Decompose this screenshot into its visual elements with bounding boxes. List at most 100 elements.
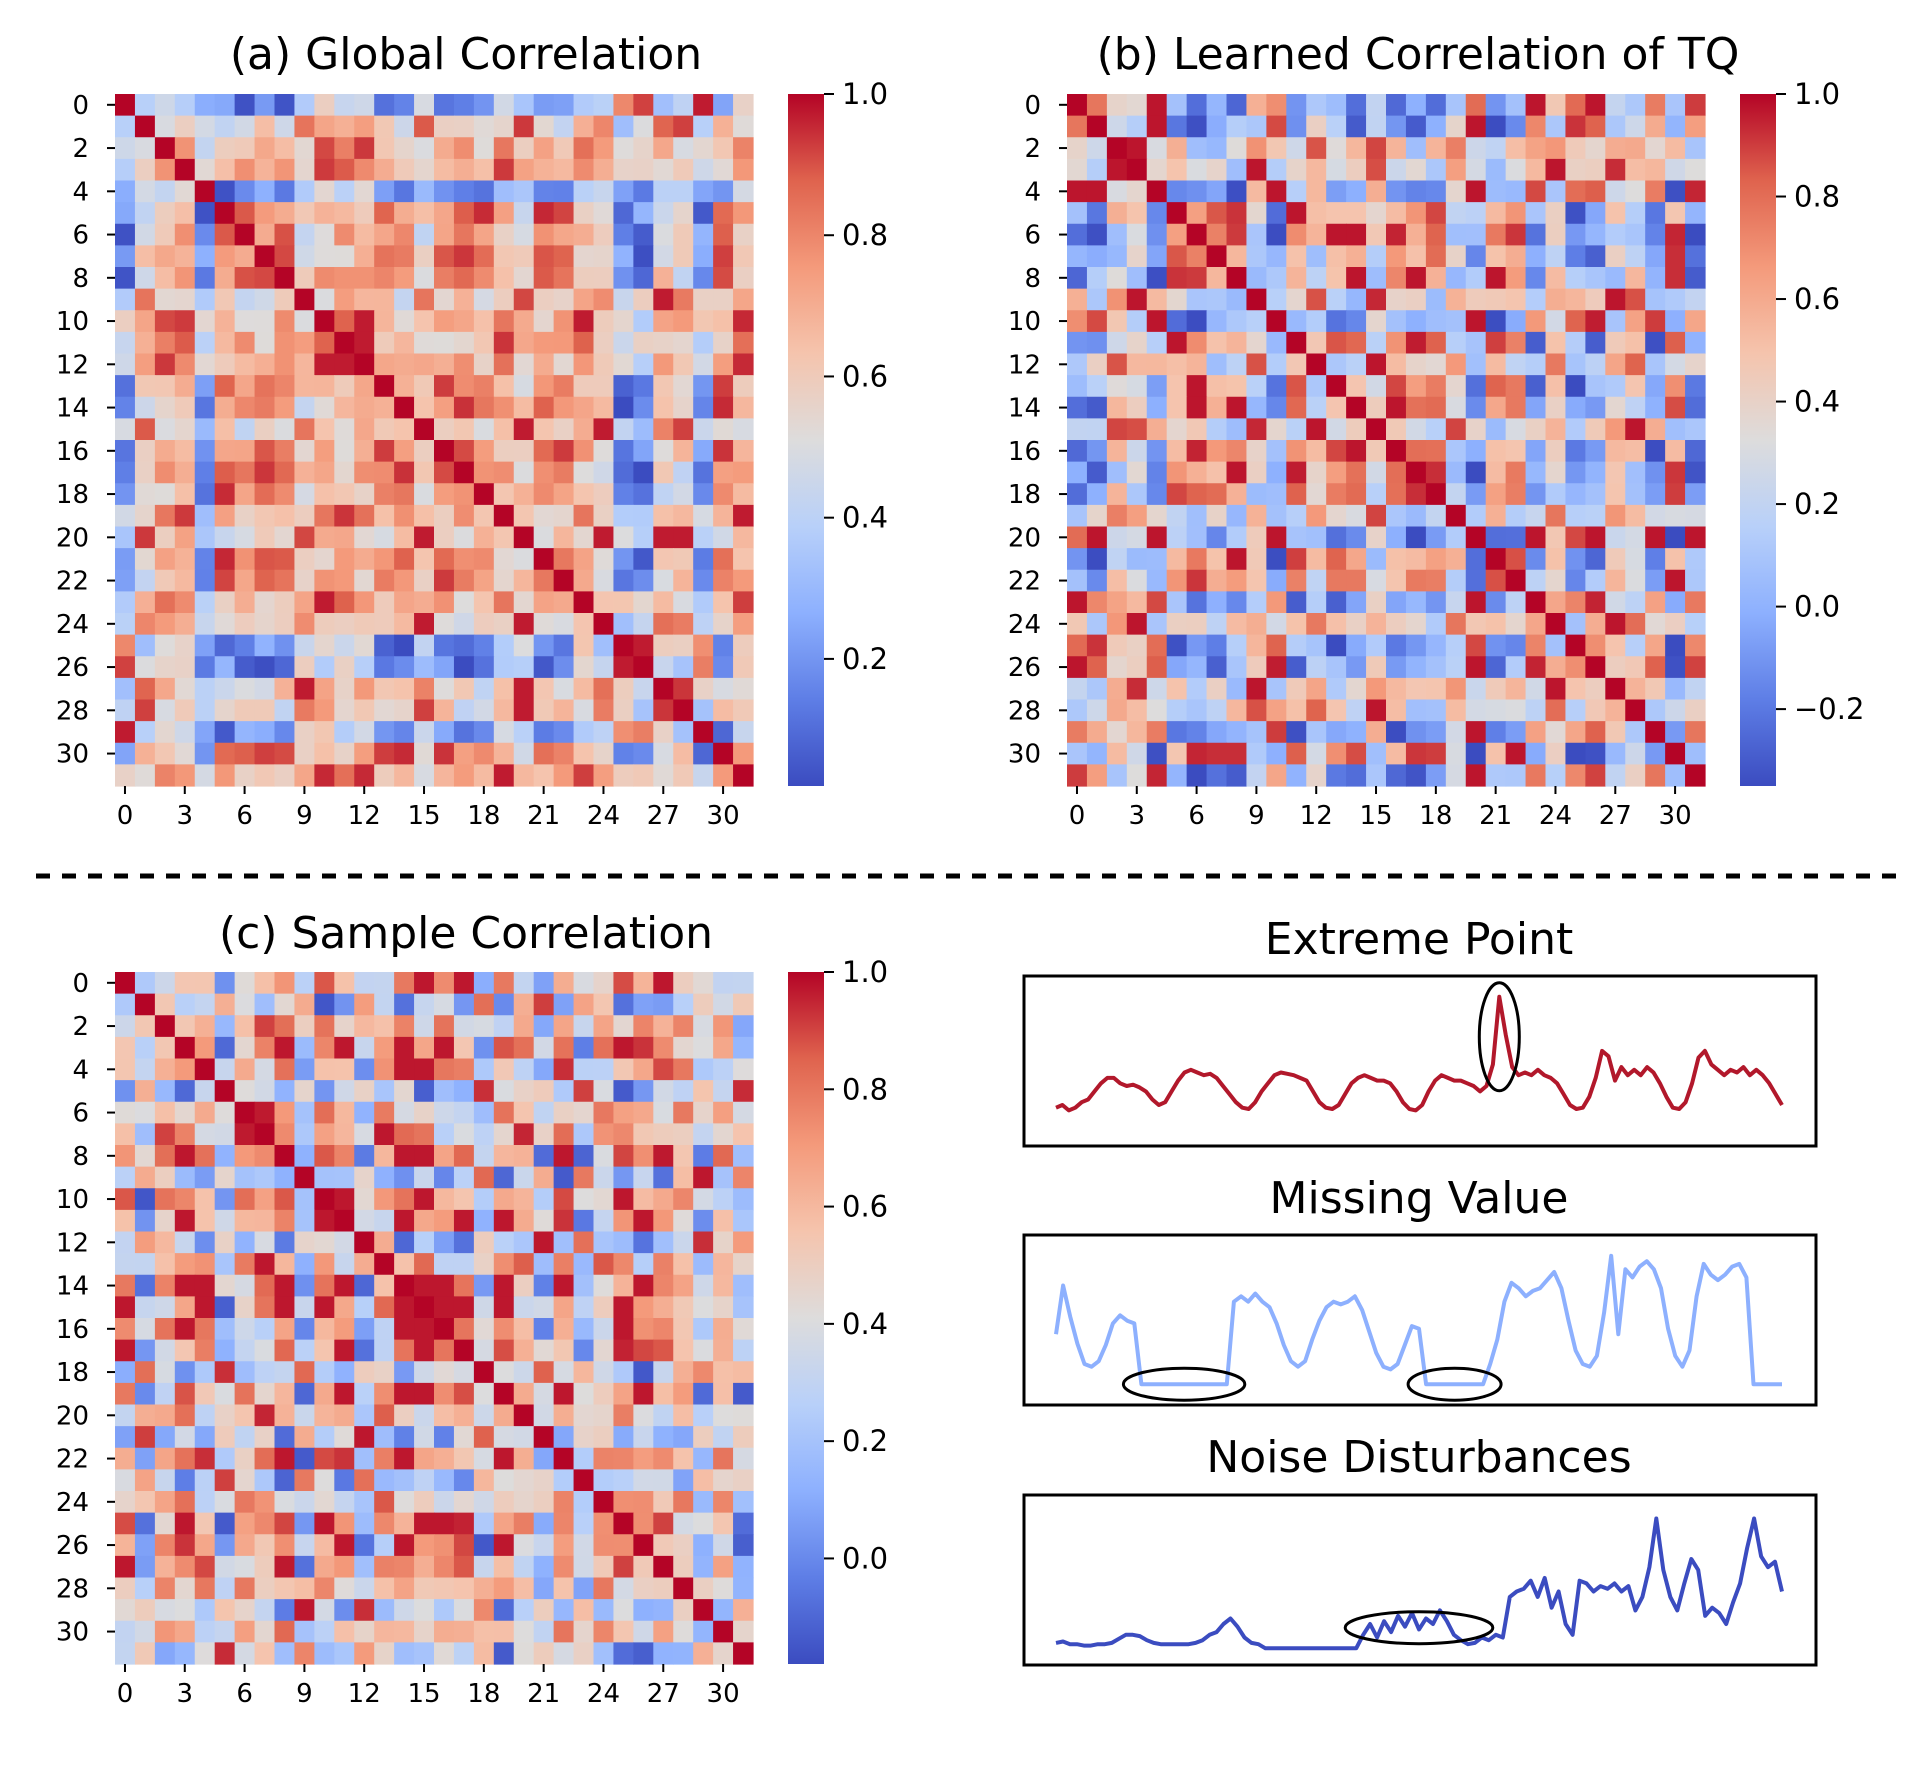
heatmap-cell [673, 375, 694, 398]
heatmap-cell [633, 1491, 654, 1514]
heatmap-cell [673, 1491, 694, 1514]
heatmap-cell [294, 375, 315, 398]
heatmap-cell [1346, 656, 1367, 679]
heatmap-cell [234, 483, 256, 506]
heatmap-cell [1386, 353, 1407, 376]
heatmap-cell [1405, 440, 1427, 463]
heatmap-cell [1206, 721, 1228, 744]
heatmap-cell [1166, 353, 1188, 376]
heatmap-cell [294, 613, 315, 636]
heatmap-cell [1346, 180, 1367, 203]
heatmap-cell [453, 677, 475, 701]
heatmap-cell [294, 504, 315, 528]
heatmap-cell [1425, 461, 1447, 484]
heatmap-cell [274, 742, 296, 765]
heatmap-cell [374, 1577, 395, 1600]
heatmap-cell [214, 1123, 236, 1146]
heatmap-cell [194, 396, 216, 419]
heatmap-cell [414, 504, 435, 528]
heatmap-cell [653, 1253, 674, 1276]
heatmap-cell [374, 1036, 395, 1060]
heatmap-cell [673, 634, 694, 657]
heatmap-cell [154, 158, 176, 182]
heatmap-cell [294, 1274, 315, 1297]
heatmap-cell [374, 158, 395, 182]
heatmap-cell [673, 993, 694, 1016]
heatmap-cell [1465, 440, 1487, 463]
heatmap-cell [254, 245, 276, 268]
heatmap-cell [593, 613, 615, 636]
heatmap-cell [1086, 569, 1108, 592]
heatmap-cell [314, 569, 335, 592]
heatmap-cell [533, 158, 555, 182]
heatmap-cell [693, 1145, 714, 1168]
heatmap-cell [513, 1145, 535, 1168]
heatmap-cell [1246, 310, 1267, 333]
heatmap-cell [553, 1577, 575, 1600]
heatmap-cell [1266, 613, 1287, 636]
heatmap-cell [533, 1620, 555, 1643]
heatmap-cell [573, 310, 595, 333]
heatmap-cell [174, 634, 196, 657]
heatmap-cell [334, 158, 355, 182]
heatmap-cell [1166, 461, 1188, 484]
heatmap-cell [334, 1123, 355, 1146]
y-tick-label: 0 [72, 969, 89, 999]
heatmap-cell [1445, 202, 1467, 225]
heatmap-cell [693, 1382, 714, 1406]
heatmap-cell [1405, 353, 1427, 376]
heatmap-cell [573, 504, 595, 528]
heatmap-cell [513, 1231, 535, 1254]
heatmap-cell [414, 972, 435, 995]
heatmap-cell [1106, 677, 1128, 701]
heatmap-cell [294, 1253, 315, 1276]
heatmap-cell [573, 1404, 595, 1427]
heatmap-cell [493, 375, 515, 398]
heatmap-cell [194, 1620, 216, 1643]
heatmap-cell [533, 310, 555, 333]
heatmap-cell [513, 1101, 535, 1124]
heatmap-cell [553, 1642, 575, 1665]
heatmap-cell [1685, 569, 1706, 592]
heatmap-cell [334, 634, 355, 657]
x-tick-label: 18 [467, 1679, 500, 1709]
heatmap-cell [294, 1447, 315, 1470]
heatmap-cell [234, 1469, 256, 1492]
heatmap-cell [1386, 223, 1407, 246]
heatmap-cell [513, 115, 535, 138]
heatmap-cell [394, 1036, 415, 1060]
heatmap-cell [1126, 461, 1148, 484]
y-tick-label: 6 [1024, 221, 1041, 251]
heatmap-cell [1366, 548, 1387, 571]
heatmap-cell [613, 742, 634, 765]
heatmap-cell [274, 331, 296, 355]
heatmap-cell [633, 202, 654, 225]
heatmap-cell [733, 440, 754, 463]
heatmap-cell [673, 613, 694, 636]
heatmap-cell [334, 1058, 355, 1081]
heatmap-cell [134, 721, 156, 744]
heatmap-cell [1186, 699, 1208, 722]
heatmap-cell [1545, 353, 1567, 376]
heatmap-cell [1505, 223, 1527, 246]
heatmap-cell [1226, 137, 1248, 160]
heatmap-cell [453, 1642, 475, 1665]
heatmap-cell [1106, 267, 1128, 290]
heatmap-cell [1246, 223, 1267, 246]
heatmap-cell [1246, 158, 1267, 182]
heatmap-cell [294, 634, 315, 657]
heatmap-cell [1086, 245, 1108, 268]
heatmap-cell [1306, 375, 1327, 398]
heatmap-cell [1685, 591, 1706, 614]
heatmap-cell [1645, 677, 1666, 701]
heatmap-cell [553, 1058, 575, 1081]
heatmap-cell [214, 1512, 236, 1535]
heatmap-cell [1306, 137, 1327, 160]
heatmap-cell [1525, 526, 1547, 549]
heatmap-cell [334, 137, 355, 160]
heatmap-cell [1186, 526, 1208, 549]
heatmap-cell [493, 1253, 515, 1276]
heatmap-cell [414, 1101, 435, 1124]
annotation-ellipse [1121, 1366, 1247, 1402]
